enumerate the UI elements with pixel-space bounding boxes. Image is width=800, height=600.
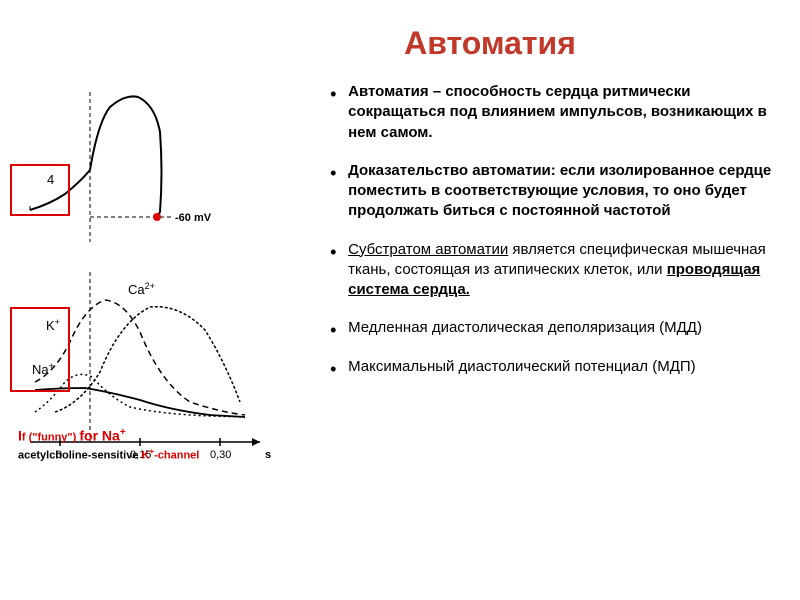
chart-column: 4 0 0,15 0,30 s <box>10 72 306 492</box>
bullet-list: Автоматия – способность сердца ритмическ… <box>326 82 790 377</box>
list-item: Максимальный диастолический потенциал (М… <box>326 357 790 377</box>
red-box-lower <box>10 307 70 392</box>
mv-label: -60 mV <box>175 212 211 224</box>
ca-label: Ca2+ <box>128 281 155 297</box>
red-box-upper <box>10 164 70 216</box>
page-title: Автоматия <box>0 0 800 72</box>
list-item: Субстратом автоматии является специфичес… <box>326 240 790 301</box>
svg-text:s: s <box>265 449 271 461</box>
footer-line-1: If ("funny") for Na+ <box>18 427 126 444</box>
footer-line-2: acetylcholine-sensitive K+-channel <box>18 447 199 462</box>
list-item: Автоматия – способность сердца ритмическ… <box>326 82 790 143</box>
content-row: 4 0 0,15 0,30 s <box>0 72 800 492</box>
svg-text:0,30: 0,30 <box>210 449 231 461</box>
text-column: Автоматия – способность сердца ритмическ… <box>306 72 790 492</box>
list-item: Доказательство автоматии: если изолирова… <box>326 161 790 222</box>
list-item: Медленная диастолическая деполяризация (… <box>326 318 790 338</box>
red-dot <box>153 213 161 221</box>
